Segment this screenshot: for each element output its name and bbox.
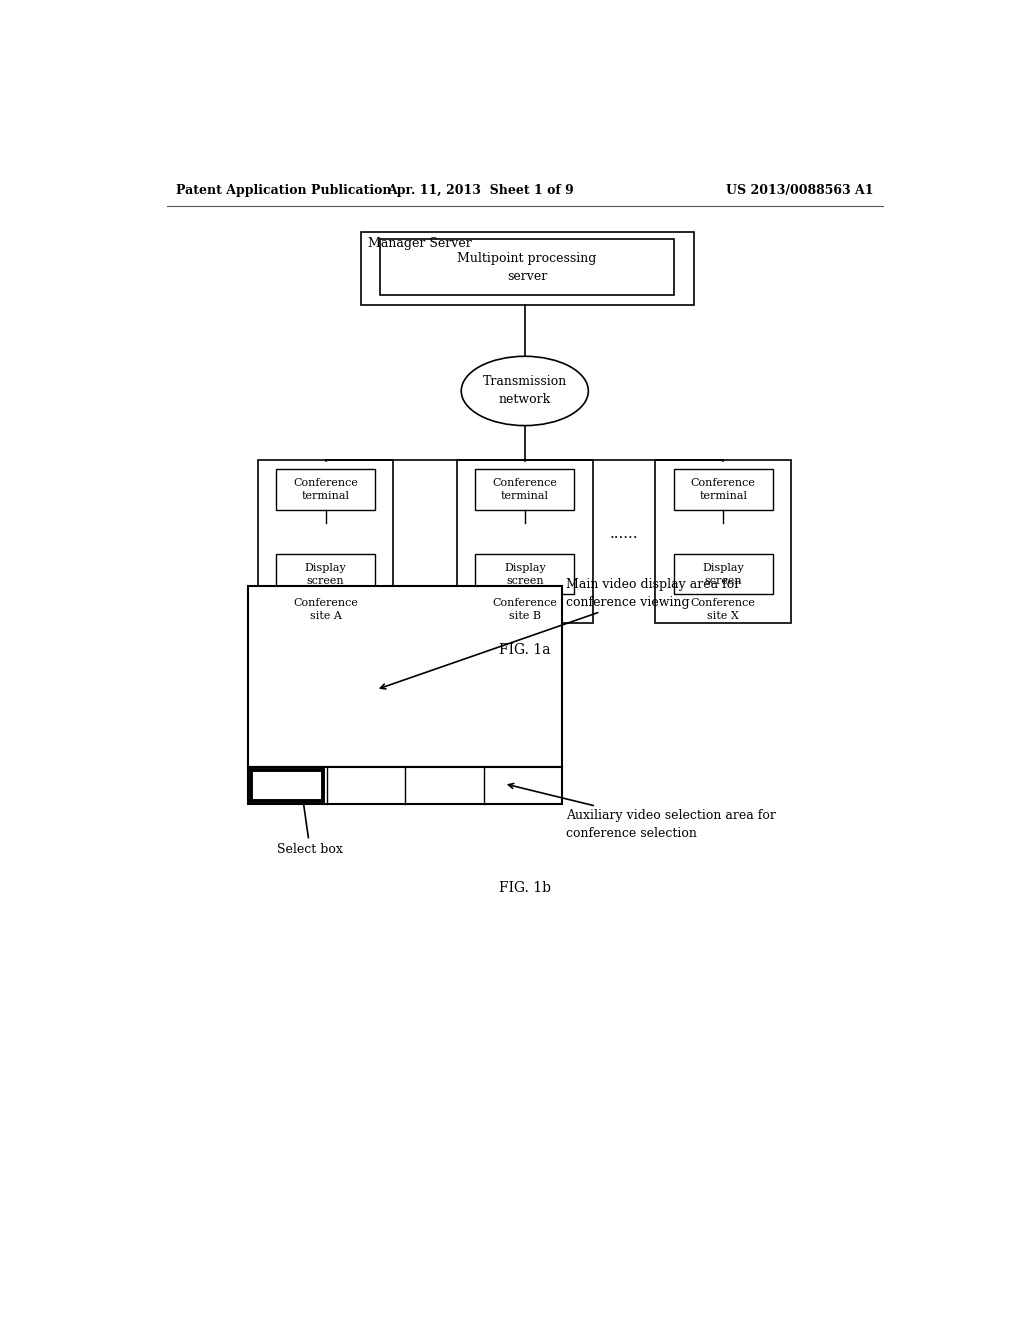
Text: Main video display area for
conference viewing: Main video display area for conference v…: [380, 578, 740, 689]
Text: Conference
terminal: Conference terminal: [493, 478, 557, 502]
Bar: [674, 554, 773, 594]
Text: Multipoint processing
server: Multipoint processing server: [458, 252, 597, 282]
Bar: [380, 239, 675, 296]
Bar: [251, 770, 324, 800]
Text: Conference
site B: Conference site B: [493, 598, 557, 622]
Bar: [276, 470, 375, 510]
Bar: [248, 586, 562, 767]
Text: Apr. 11, 2013  Sheet 1 of 9: Apr. 11, 2013 Sheet 1 of 9: [387, 185, 574, 197]
Ellipse shape: [461, 356, 589, 425]
Text: Manager Server: Manager Server: [369, 238, 472, 249]
Bar: [248, 767, 562, 804]
Bar: [475, 470, 574, 510]
Text: ......: ......: [609, 527, 638, 541]
Text: Patent Application Publication: Patent Application Publication: [176, 185, 391, 197]
Bar: [655, 461, 791, 623]
Text: Conference
terminal: Conference terminal: [691, 478, 756, 502]
Bar: [276, 554, 375, 594]
Bar: [475, 554, 574, 594]
Text: Display
screen: Display screen: [305, 562, 346, 586]
Bar: [258, 461, 393, 623]
Text: Select box: Select box: [278, 772, 343, 857]
Text: Display
screen: Display screen: [702, 562, 744, 586]
Text: Conference
terminal: Conference terminal: [293, 478, 358, 502]
Text: Conference
site X: Conference site X: [691, 598, 756, 622]
Text: FIG. 1b: FIG. 1b: [499, 882, 551, 895]
Text: Transmission
network: Transmission network: [482, 375, 567, 407]
Text: Display
screen: Display screen: [504, 562, 546, 586]
Text: Auxiliary video selection area for
conference selection: Auxiliary video selection area for confe…: [508, 784, 776, 840]
Text: US 2013/0088563 A1: US 2013/0088563 A1: [726, 185, 873, 197]
Text: FIG. 1a: FIG. 1a: [499, 643, 551, 656]
Text: Conference
site A: Conference site A: [293, 598, 358, 622]
Bar: [457, 461, 593, 623]
Bar: [360, 231, 693, 305]
Bar: [674, 470, 773, 510]
